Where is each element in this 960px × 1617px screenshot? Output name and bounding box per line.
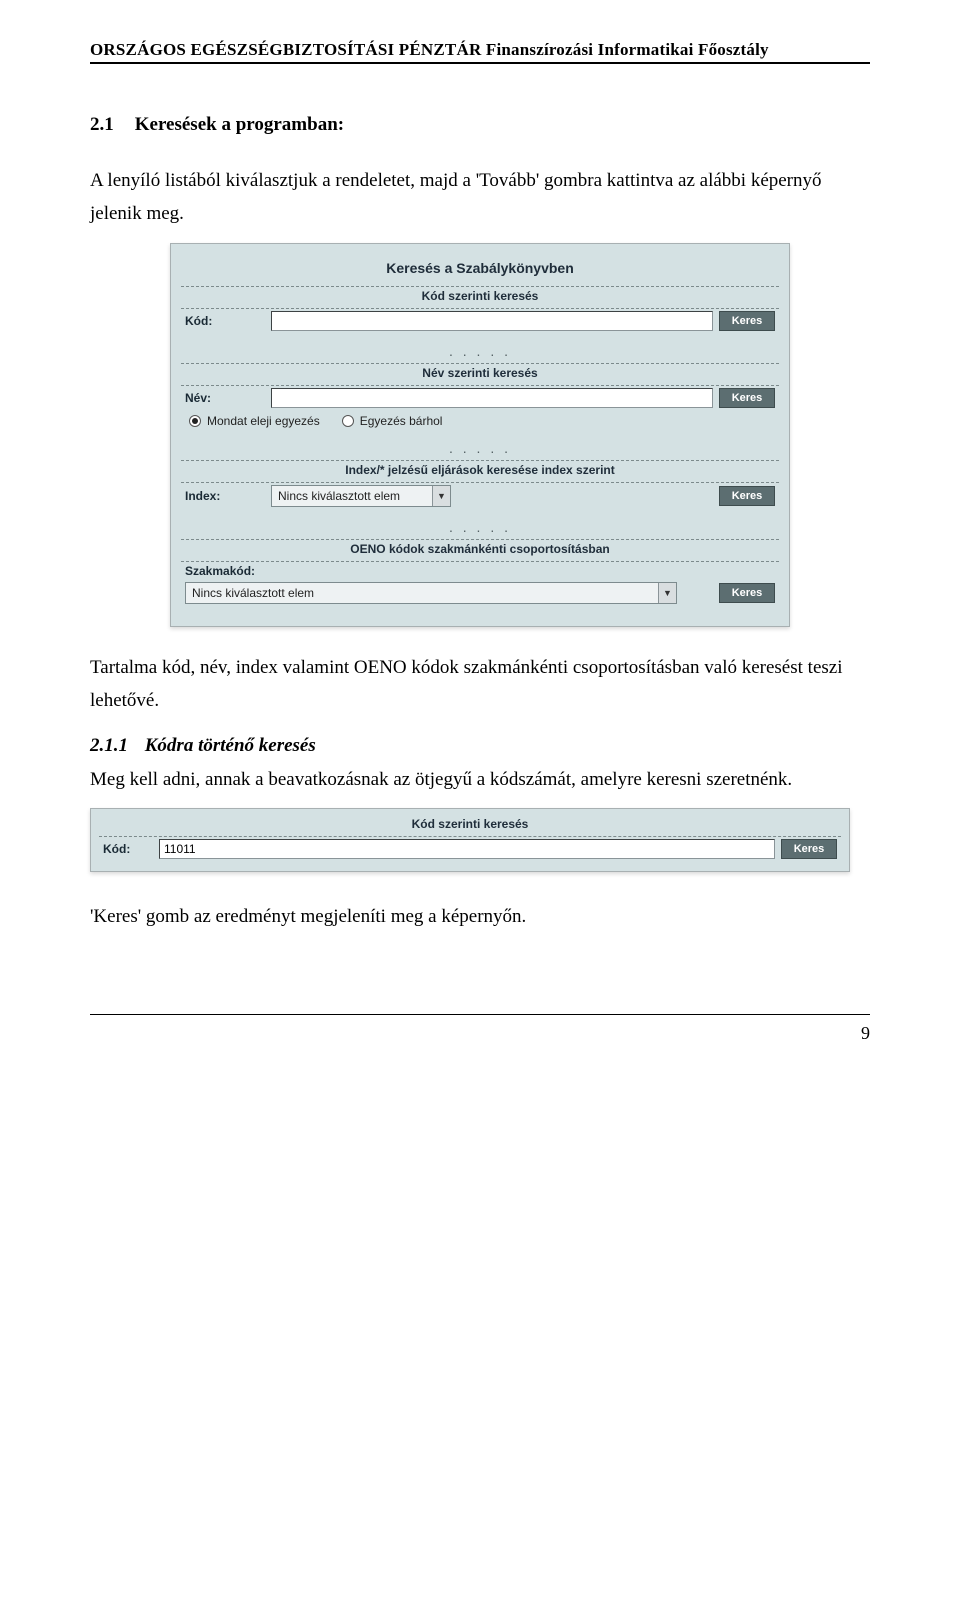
keres-button-index[interactable]: Keres xyxy=(719,486,775,506)
paragraph: Tartalma kód, név, index valamint OENO k… xyxy=(90,651,870,718)
radio-label-1: Mondat eleji egyezés xyxy=(207,414,320,428)
kod-label: Kód: xyxy=(185,314,265,328)
radio-mondat-eleji[interactable] xyxy=(189,415,201,427)
radio-egyezes-barhol[interactable] xyxy=(342,415,354,427)
nev-block-header: Név szerinti keresés xyxy=(181,363,779,385)
keres-button-oeno[interactable]: Keres xyxy=(719,583,775,603)
page: ORSZÁGOS EGÉSZSÉGBIZTOSÍTÁSI PÉNZTÁR Fin… xyxy=(0,0,960,1084)
kod-field-row-2: Kód: Keres xyxy=(99,836,841,861)
szakma-label-row: Szakmakód: xyxy=(181,561,779,580)
kod-input[interactable] xyxy=(271,311,713,331)
page-number: 9 xyxy=(90,1023,870,1044)
nev-search-block: Név szerinti keresés Név: Keres Mondat e… xyxy=(181,363,779,430)
radio-row: Mondat eleji egyezés Egyezés bárhol xyxy=(181,410,779,430)
section-number: 2.1 xyxy=(90,114,130,136)
szakma-select[interactable]: Nincs kiválasztott elem ▼ xyxy=(185,582,677,604)
index-block-header: Index/* jelzésű eljárások keresése index… xyxy=(181,460,779,482)
kod-field-row: Kód: Keres xyxy=(181,308,779,333)
kod-block-header-2: Kód szerinti keresés xyxy=(99,815,841,836)
subsection-number: 2.1.1 xyxy=(90,735,140,757)
kod-input-2[interactable] xyxy=(159,839,775,859)
nev-field-row: Név: Keres xyxy=(181,385,779,410)
szakma-field-row: Nincs kiválasztott elem ▼ Keres xyxy=(181,580,779,606)
footer-rule xyxy=(90,1014,870,1015)
kod-search-block: Kód szerinti keresés Kód: Keres xyxy=(181,286,779,333)
section-heading: 2.1 Keresések a programban: xyxy=(90,114,870,136)
header-text: ORSZÁGOS EGÉSZSÉGBIZTOSÍTÁSI PÉNZTÁR Fin… xyxy=(90,40,769,59)
index-field-row: Index: Nincs kiválasztott elem ▼ Keres xyxy=(181,482,779,509)
page-header: ORSZÁGOS EGÉSZSÉGBIZTOSÍTÁSI PÉNZTÁR Fin… xyxy=(90,40,870,64)
separator-dots: . . . . . xyxy=(181,434,779,460)
index-search-block: Index/* jelzésű eljárások keresése index… xyxy=(181,460,779,509)
kod-label-2: Kód: xyxy=(103,842,153,856)
index-select[interactable]: Nincs kiválasztott elem ▼ xyxy=(271,485,451,507)
keres-button-kod[interactable]: Keres xyxy=(719,311,775,331)
index-select-text: Nincs kiválasztott elem xyxy=(272,489,432,503)
radio-label-2: Egyezés bárhol xyxy=(360,414,443,428)
oeno-search-block: OENO kódok szakmánkénti csoportosításban… xyxy=(181,539,779,606)
chevron-down-icon: ▼ xyxy=(658,583,676,603)
paragraph: Meg kell adni, annak a beavatkozásnak az… xyxy=(90,763,870,796)
kod-search-panel-example: Kód szerinti keresés Kód: Keres xyxy=(90,808,850,872)
oeno-block-header: OENO kódok szakmánkénti csoportosításban xyxy=(181,539,779,561)
separator-dots: . . . . . xyxy=(181,513,779,539)
panel-title: Keresés a Szabálykönyvben xyxy=(181,254,779,286)
separator-dots: . . . . . xyxy=(181,337,779,363)
kod-block-header: Kód szerinti keresés xyxy=(181,286,779,308)
nev-input[interactable] xyxy=(271,388,713,408)
subsection-title-text: Kódra történő keresés xyxy=(145,735,316,756)
paragraph: A lenyíló listából kiválasztjuk a rendel… xyxy=(90,164,870,231)
paragraph: 'Keres' gomb az eredményt megjeleníti me… xyxy=(90,900,870,933)
subsection-heading: 2.1.1 Kódra történő keresés xyxy=(90,735,870,757)
keres-button-kod-2[interactable]: Keres xyxy=(781,839,837,859)
nev-label: Név: xyxy=(185,391,265,405)
szakma-label: Szakmakód: xyxy=(185,564,255,578)
search-panel: Keresés a Szabálykönyvben Kód szerinti k… xyxy=(170,243,790,627)
index-label: Index: xyxy=(185,489,265,503)
szakma-select-text: Nincs kiválasztott elem xyxy=(186,586,658,600)
chevron-down-icon: ▼ xyxy=(432,486,450,506)
keres-button-nev[interactable]: Keres xyxy=(719,388,775,408)
section-title-text: Keresések a programban: xyxy=(135,114,344,135)
